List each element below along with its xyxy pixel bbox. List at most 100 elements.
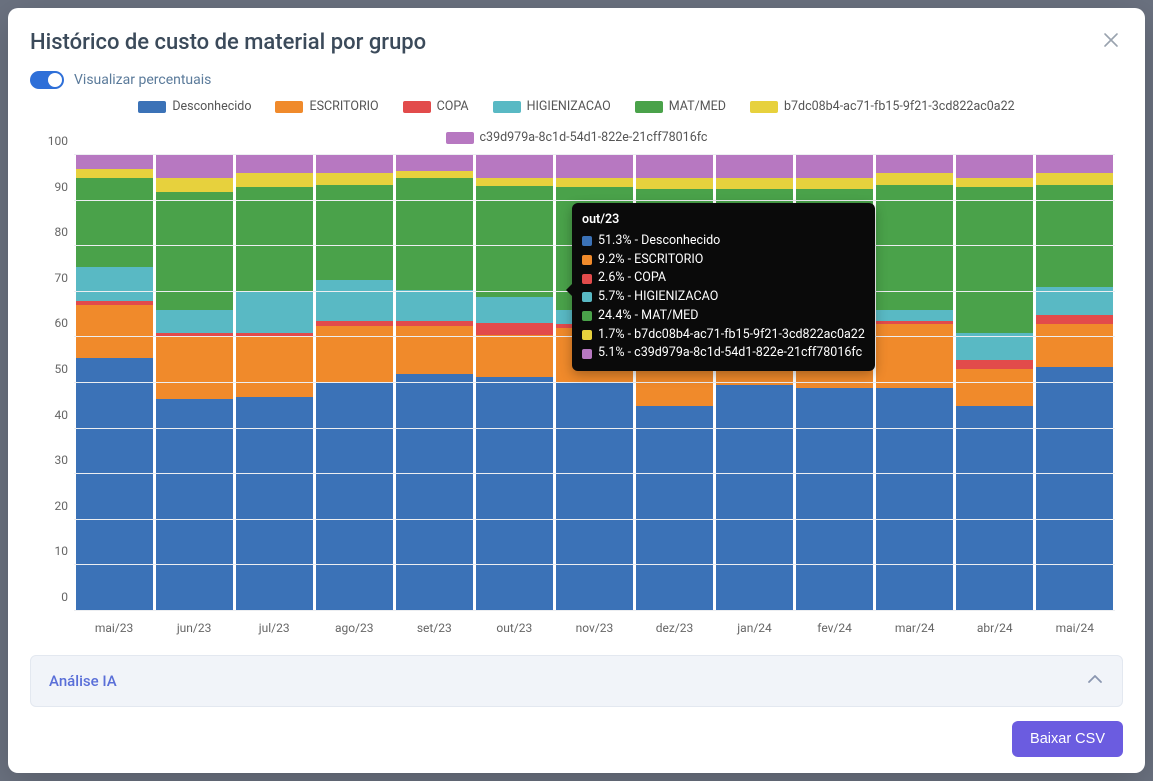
toggle-percentuais[interactable] xyxy=(30,71,64,89)
bar xyxy=(956,155,1033,611)
bar-segment xyxy=(636,178,713,189)
legend-swatch xyxy=(275,101,303,113)
bar-segment xyxy=(396,374,473,611)
y-axis-label: 100 xyxy=(38,134,68,148)
bar-segment xyxy=(236,337,313,396)
bar-segment xyxy=(396,171,473,178)
modal-header: Histórico de custo de material por grupo xyxy=(30,28,1123,57)
tooltip-swatch xyxy=(582,274,592,284)
y-axis-label: 70 xyxy=(38,271,68,285)
legend-label: Desconhecido xyxy=(172,99,251,114)
tooltip-row: 5.7% - HIGIENIZACAO xyxy=(582,288,865,307)
analise-ia-panel[interactable]: Análise IA xyxy=(30,655,1123,707)
bar-segment xyxy=(236,155,313,173)
legend-label: HIGIENIZACAO xyxy=(527,99,611,114)
bar-segment xyxy=(956,187,1033,333)
legend-item[interactable]: COPA xyxy=(403,99,469,114)
tooltip-row: 51.3% - Desconhecido xyxy=(582,232,865,251)
bar-slot[interactable]: mai/23 xyxy=(76,155,153,611)
bar xyxy=(316,155,393,611)
legend-item[interactable]: ESCRITORIO xyxy=(275,99,378,114)
x-axis-label: mai/24 xyxy=(1056,621,1094,635)
bar-segment xyxy=(876,310,953,321)
toggle-knob xyxy=(48,73,62,87)
tooltip-row: 1.7% - b7dc08b4-ac71-fb15-9f21-3cd822ac0… xyxy=(582,326,865,345)
grid-line xyxy=(74,200,1115,201)
bar-segment xyxy=(476,335,553,377)
close-button[interactable] xyxy=(1099,28,1123,57)
bar-segment xyxy=(76,305,153,357)
bar-segment xyxy=(556,383,633,611)
bar-segment xyxy=(636,155,713,178)
bar-segment xyxy=(956,406,1033,611)
legend-item[interactable]: c39d979a-8c1d-54d1-822e-21cff78016fc xyxy=(446,130,708,145)
bar-segment xyxy=(796,178,873,189)
bar-slot[interactable]: abr/24 xyxy=(956,155,1033,611)
legend-swatch xyxy=(493,101,521,113)
bar-segment xyxy=(316,280,393,321)
legend-swatch xyxy=(635,101,663,113)
bar-segment xyxy=(396,290,473,322)
bar-segment xyxy=(156,399,233,611)
bar xyxy=(396,155,473,611)
tooltip-swatch xyxy=(582,255,592,265)
bar-slot[interactable]: ago/23 xyxy=(316,155,393,611)
bar-slot[interactable]: mar/24 xyxy=(876,155,953,611)
modal-dialog: Histórico de custo de material por grupo… xyxy=(8,8,1145,773)
bar xyxy=(476,155,553,611)
bar-segment xyxy=(876,155,953,173)
bar-slot[interactable]: mai/24 xyxy=(1036,155,1113,611)
bar-slot[interactable]: jun/23 xyxy=(156,155,233,611)
y-axis-label: 40 xyxy=(38,408,68,422)
legend-item[interactable]: MAT/MED xyxy=(635,99,726,114)
bar-segment xyxy=(396,155,473,171)
x-axis-label: jan/24 xyxy=(737,621,771,635)
x-axis-label: nov/23 xyxy=(576,621,614,635)
y-axis-label: 60 xyxy=(38,316,68,330)
tooltip-swatch xyxy=(582,236,592,246)
tooltip-text: 9.2% - ESCRITORIO xyxy=(598,251,703,270)
bar-segment xyxy=(156,178,233,192)
x-axis-label: ago/23 xyxy=(335,621,374,635)
bar-segment xyxy=(876,173,953,184)
bar-segment xyxy=(236,173,313,187)
bar xyxy=(876,155,953,611)
bar-segment xyxy=(156,192,233,311)
modal-title: Histórico de custo de material por grupo xyxy=(30,30,426,55)
bar-segment xyxy=(716,155,793,178)
legend-swatch xyxy=(446,132,474,144)
bar-segment xyxy=(796,388,873,611)
bar-segment xyxy=(796,155,873,178)
x-axis-label: set/23 xyxy=(417,621,452,635)
bar-slot[interactable]: out/23 xyxy=(476,155,553,611)
legend-swatch xyxy=(750,101,778,113)
bar-segment xyxy=(716,178,793,189)
bar-segment xyxy=(476,297,553,323)
legend-item[interactable]: b7dc08b4-ac71-fb15-9f21-3cd822ac0a22 xyxy=(750,99,1015,114)
tooltip-row: 9.2% - ESCRITORIO xyxy=(582,251,865,270)
y-axis-label: 0 xyxy=(38,590,68,604)
bar-segment xyxy=(956,369,1033,405)
tooltip-text: 5.7% - HIGIENIZACAO xyxy=(598,288,718,307)
legend-swatch xyxy=(403,101,431,113)
chart-plot-area: mai/23jun/23jul/23ago/23set/23out/23nov/… xyxy=(74,155,1115,611)
bar-segment xyxy=(1036,155,1113,173)
bar-segment xyxy=(1036,315,1113,324)
bar-slot[interactable]: jul/23 xyxy=(236,155,313,611)
legend-label: b7dc08b4-ac71-fb15-9f21-3cd822ac0a22 xyxy=(784,99,1015,114)
chevron-up-icon xyxy=(1086,670,1104,692)
legend-item[interactable]: HIGIENIZACAO xyxy=(493,99,611,114)
grid-line xyxy=(74,564,1115,565)
bar-segment xyxy=(76,155,153,169)
close-icon xyxy=(1103,32,1119,48)
bar-segment xyxy=(476,186,553,297)
modal-footer: Baixar CSV xyxy=(30,721,1123,757)
baixar-csv-button[interactable]: Baixar CSV xyxy=(1012,721,1123,757)
bar-segment xyxy=(316,383,393,611)
bar-slot[interactable]: set/23 xyxy=(396,155,473,611)
toggle-row: Visualizar percentuais xyxy=(30,71,1123,89)
legend-item[interactable]: Desconhecido xyxy=(138,99,251,114)
bar-segment xyxy=(476,323,553,335)
tooltip-swatch xyxy=(582,292,592,302)
chart-container: mai/23jun/23jul/23ago/23set/23out/23nov/… xyxy=(30,151,1123,641)
